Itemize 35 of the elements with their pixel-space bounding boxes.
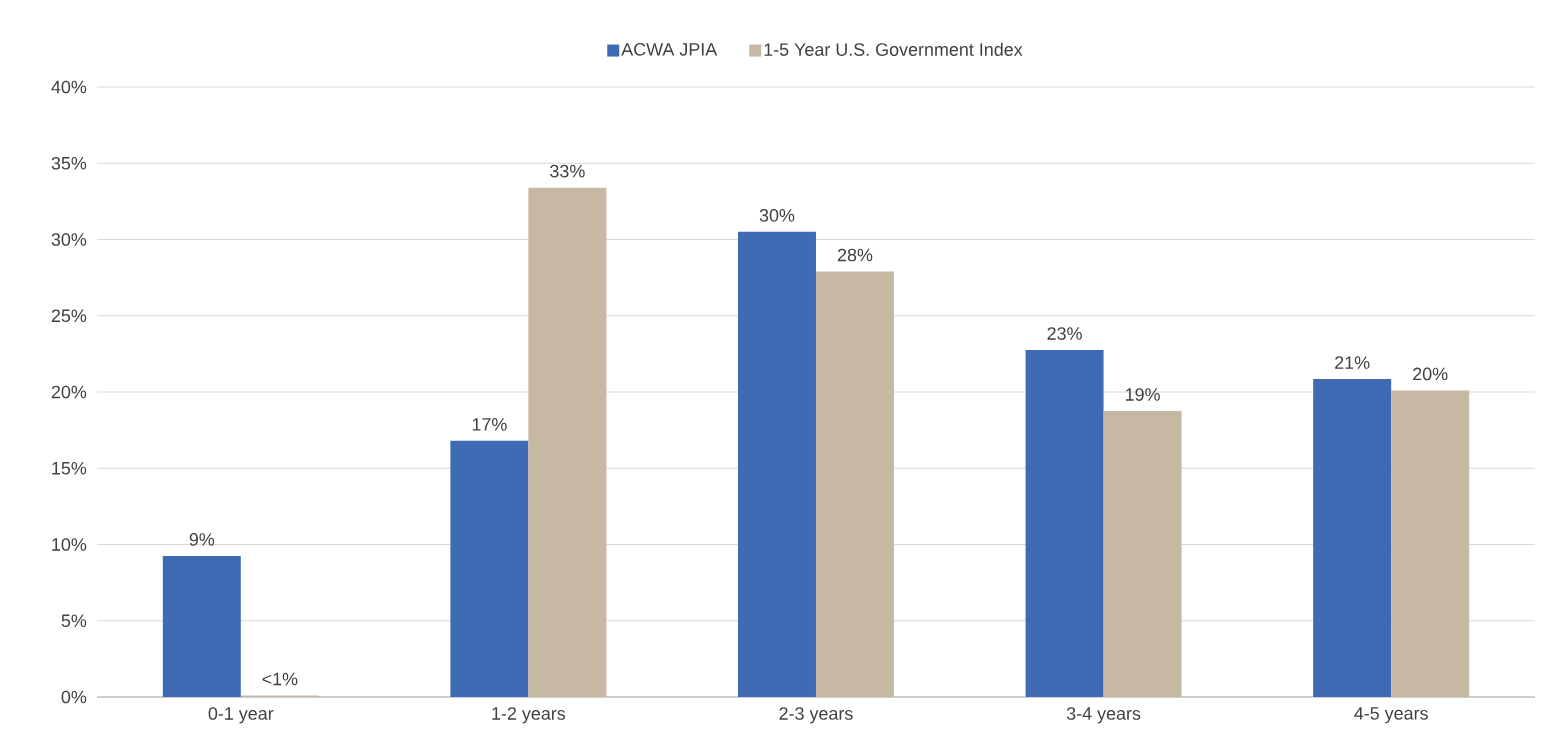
data-label: <1% — [262, 672, 298, 686]
data-label: 9% — [189, 533, 215, 546]
data-label: 20% — [1413, 367, 1448, 381]
legend-label: ACWA JPIA — [621, 42, 718, 56]
x-tick-label: 3-4 years — [1066, 707, 1141, 724]
data-label: 19% — [1125, 388, 1160, 401]
data-label: 21% — [1335, 356, 1370, 369]
data-label: 33% — [550, 164, 585, 178]
bar — [528, 187, 607, 697]
bar — [1103, 411, 1182, 697]
y-tick-label: 30% — [51, 233, 87, 246]
bar — [1313, 379, 1392, 697]
y-tick-label: 40% — [51, 80, 87, 94]
bar — [737, 231, 816, 697]
y-tick-label: 0% — [61, 690, 87, 704]
bar — [1391, 390, 1470, 697]
bar — [815, 271, 894, 697]
data-label: 28% — [837, 248, 873, 262]
y-tick-label: 20% — [51, 385, 87, 399]
x-tick-label: 1-2 years — [492, 707, 566, 724]
y-tick-label: 5% — [61, 614, 87, 628]
y-tick-label: 35% — [51, 156, 87, 170]
bar — [450, 440, 529, 697]
y-tick-label: 25% — [51, 309, 87, 323]
data-label: 17% — [472, 418, 507, 431]
bar — [162, 555, 241, 697]
x-tick-label: 2-3 years — [779, 707, 853, 724]
legend-label: 1-5 Year U.S. Government Index — [764, 42, 1023, 56]
y-tick-label: 15% — [52, 461, 87, 475]
x-tick-label: 4-5 years — [1354, 707, 1428, 724]
x-tick-label: 0-1 year — [208, 707, 274, 724]
data-label: 23% — [1047, 327, 1082, 340]
y-tick-label: 10% — [52, 538, 87, 551]
data-label: 30% — [759, 208, 795, 222]
bar — [1025, 350, 1104, 697]
